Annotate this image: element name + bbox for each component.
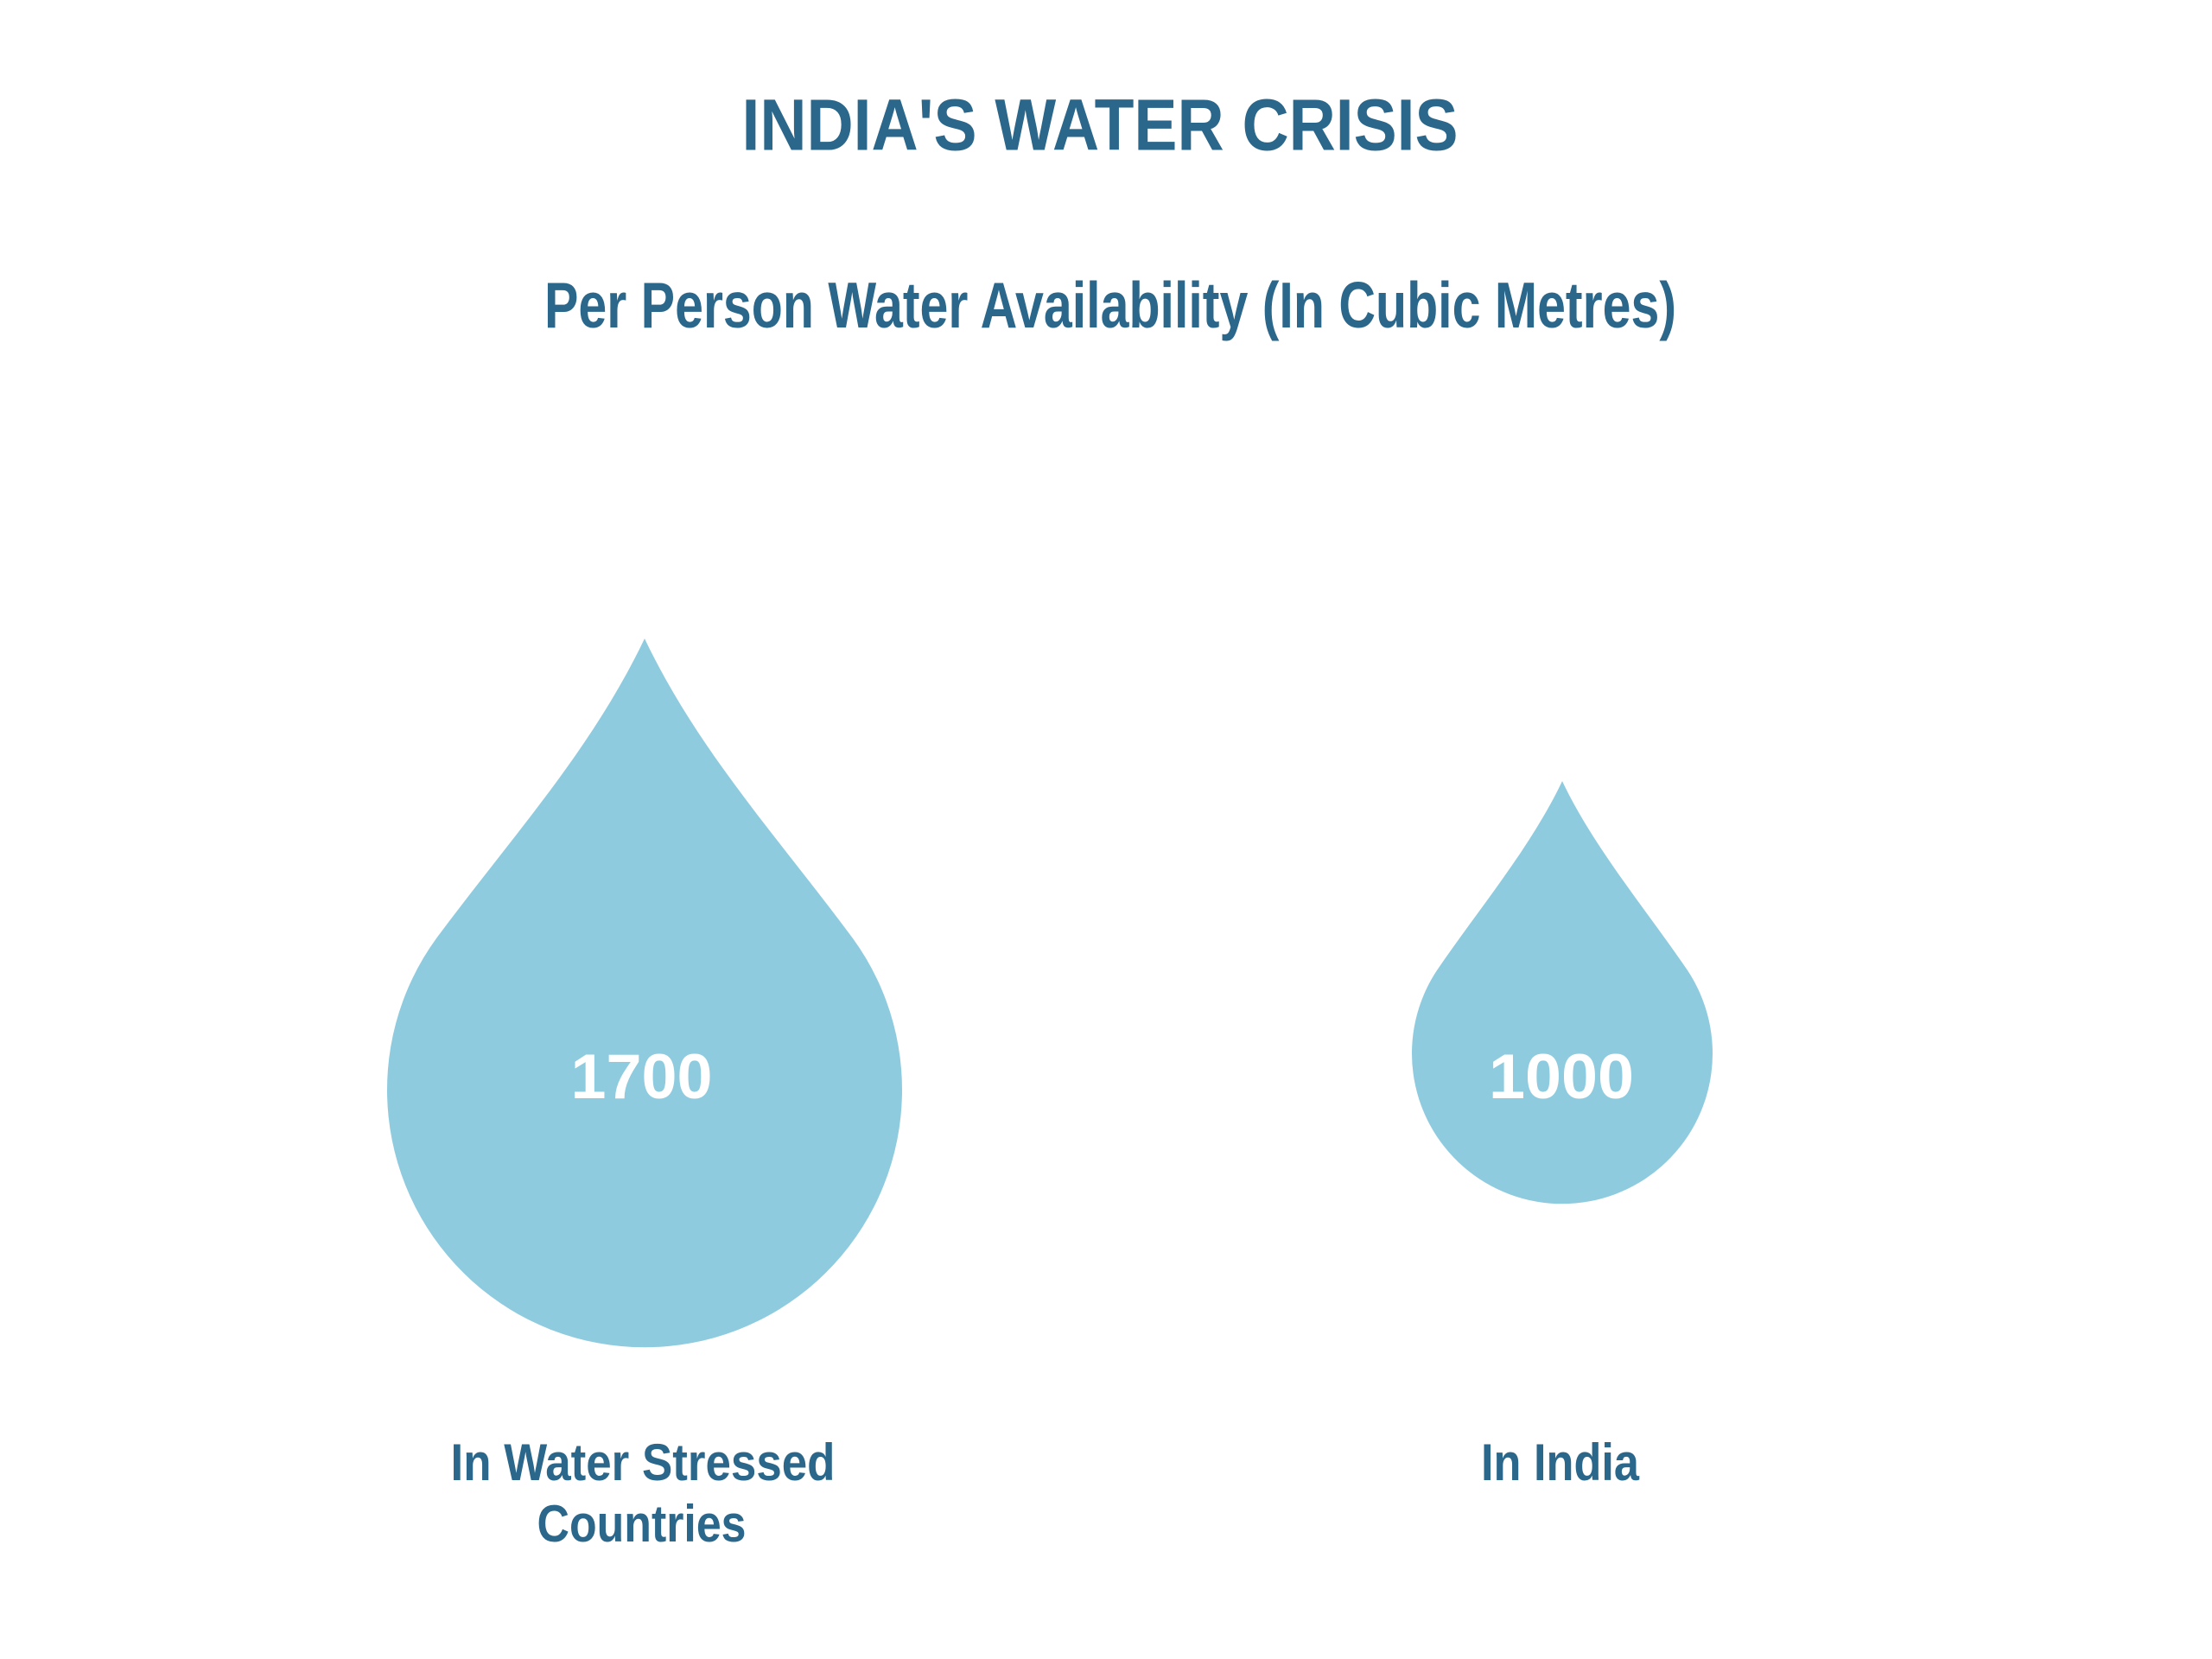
svg-text:In Water Stressed: In Water Stressed <box>451 1433 836 1491</box>
svg-text:INDIA'S WATER CRISIS: INDIA'S WATER CRISIS <box>742 85 1459 166</box>
svg-text:In India: In India <box>1481 1433 1640 1491</box>
svg-text:1000: 1000 <box>1489 1042 1634 1112</box>
svg-text:1700: 1700 <box>571 1042 713 1112</box>
svg-text:Countries: Countries <box>537 1495 747 1553</box>
svg-text:Per Person Water Availability: Per Person Water Availability (In Cubic … <box>544 269 1676 341</box>
